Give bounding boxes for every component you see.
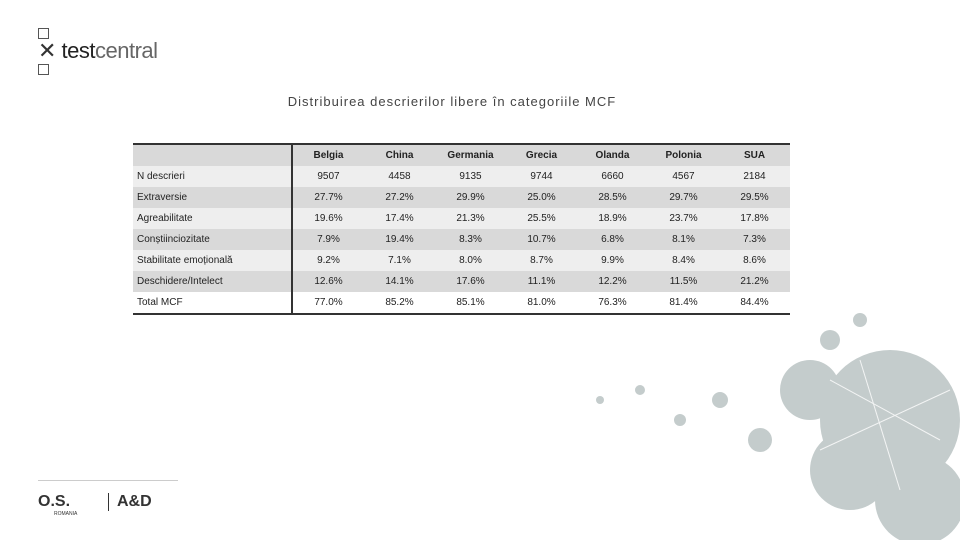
value-cell: 8.3%	[459, 234, 482, 245]
table-row: Agreabilitate 19.6% 17.4% 21.3% 25.5% 18.9% 23…	[133, 208, 790, 229]
value-cell: 6.8%	[601, 234, 624, 245]
column-header: Belgia	[313, 150, 344, 161]
table-row: Stabilitate emoțională 9.2% 7.1% 8.0% 8.7% 9.…	[133, 250, 790, 271]
column-header: Germania	[447, 150, 494, 161]
table-row: Extraversie 27.7% 27.2% 29.9% 25.0% 28.5% 29.7…	[133, 187, 790, 208]
column-header: Grecia	[525, 150, 558, 161]
value-cell: 77.0%	[314, 297, 343, 308]
footer-logo-sub: ROMANIA	[54, 511, 78, 517]
value-cell: 29.5%	[740, 192, 769, 203]
column-header: SUA	[743, 150, 766, 161]
value-cell: 23.7%	[669, 213, 698, 224]
value-cell: 76.3%	[598, 297, 627, 308]
value-cell: 14.1%	[385, 276, 414, 287]
value-cell: 19.6%	[314, 213, 343, 224]
value-cell: 9135	[459, 171, 482, 182]
value-cell: 81.0%	[527, 297, 556, 308]
row-label: Conștiinciozitate	[133, 229, 293, 250]
data-table: Belgia China Germania Grecia Olanda Polonia SU…	[133, 143, 790, 315]
value-cell: 9.2%	[317, 255, 340, 266]
value-cell: 4567	[672, 171, 695, 182]
column-header: China	[385, 150, 414, 161]
value-cell: 17.6%	[456, 276, 485, 287]
value-cell: 84.4%	[740, 297, 769, 308]
value-cell: 19.4%	[385, 234, 414, 245]
value-cell: 27.7%	[314, 192, 343, 203]
value-cell: 18.9%	[598, 213, 627, 224]
row-label: Extraversie	[133, 187, 293, 208]
corner-cell	[133, 144, 293, 166]
table-row: Total MCF 77.0% 85.2% 85.1% 81.0% 76.3% 81.4% 8…	[133, 292, 790, 314]
value-cell: 9507	[317, 171, 340, 182]
value-cell: 28.5%	[598, 192, 627, 203]
value-cell: 21.3%	[456, 213, 485, 224]
row-label: Total MCF	[133, 292, 293, 314]
icon	[38, 28, 49, 39]
value-cell: 6660	[601, 171, 624, 182]
value-cell: 17.4%	[385, 213, 414, 224]
value-cell: 25.5%	[527, 213, 556, 224]
value-cell: 29.9%	[456, 192, 485, 203]
value-cell: 81.4%	[669, 297, 698, 308]
value-cell: 27.2%	[385, 192, 414, 203]
value-cell: 4458	[388, 171, 411, 182]
table-row: Conștiinciozitate 7.9% 19.4% 8.3% 10.7% 6.8% 8…	[133, 229, 790, 250]
value-cell: 17.8%	[740, 213, 769, 224]
table-row: N descrieri 9507 4458 9135 9744 6660 4567 2184	[133, 166, 790, 187]
value-cell: 12.2%	[598, 276, 627, 287]
decoration	[596, 313, 960, 540]
value-cell: 8.7%	[530, 255, 553, 266]
value-cell: 9744	[530, 171, 553, 182]
slide-title: Distribuirea descrierilor libere în cate…	[287, 94, 617, 109]
logo-light: central	[95, 38, 158, 63]
value-cell: 7.9%	[317, 234, 340, 245]
row-label: Deschidere/Intelect	[133, 271, 293, 292]
header-row: Belgia China Germania Grecia Olanda Polonia SU…	[133, 144, 790, 166]
value-cell: 21.2%	[740, 276, 769, 287]
value-cell: 29.7%	[669, 192, 698, 203]
footer-logo: A&D	[108, 493, 152, 511]
icon	[38, 64, 49, 75]
value-cell: 11.1%	[527, 276, 556, 287]
footer-logo: O.S.	[38, 493, 71, 510]
table-row: Deschidere/Intelect 12.6% 14.1% 17.6% 11.1% 1…	[133, 271, 790, 292]
value-cell: 9.9%	[601, 255, 624, 266]
column-header: Polonia	[665, 150, 702, 161]
footer: O.S. ROMANIA A&D	[38, 480, 178, 517]
value-cell: 2184	[743, 171, 766, 182]
column-header: Olanda	[595, 150, 630, 161]
row-label: Agreabilitate	[133, 208, 293, 229]
value-cell: 7.1%	[388, 255, 411, 266]
row-label: Stabilitate emoțională	[133, 250, 293, 271]
row-label: N descrieri	[133, 166, 293, 187]
value-cell: 85.1%	[456, 297, 485, 308]
value-cell: 25.0%	[527, 192, 556, 203]
value-cell: 11.5%	[669, 276, 698, 287]
value-cell: 8.1%	[672, 234, 695, 245]
logo-bold: test	[61, 38, 96, 63]
value-cell: 7.3%	[743, 234, 766, 245]
value-cell: 10.7%	[527, 234, 556, 245]
value-cell: 85.2%	[385, 297, 414, 308]
value-cell: 8.0%	[459, 255, 482, 266]
value-cell: 8.6%	[743, 255, 766, 266]
logo: ✕ testcentral	[38, 38, 158, 63]
value-cell: 8.4%	[672, 255, 695, 266]
value-cell: 12.6%	[314, 276, 343, 287]
